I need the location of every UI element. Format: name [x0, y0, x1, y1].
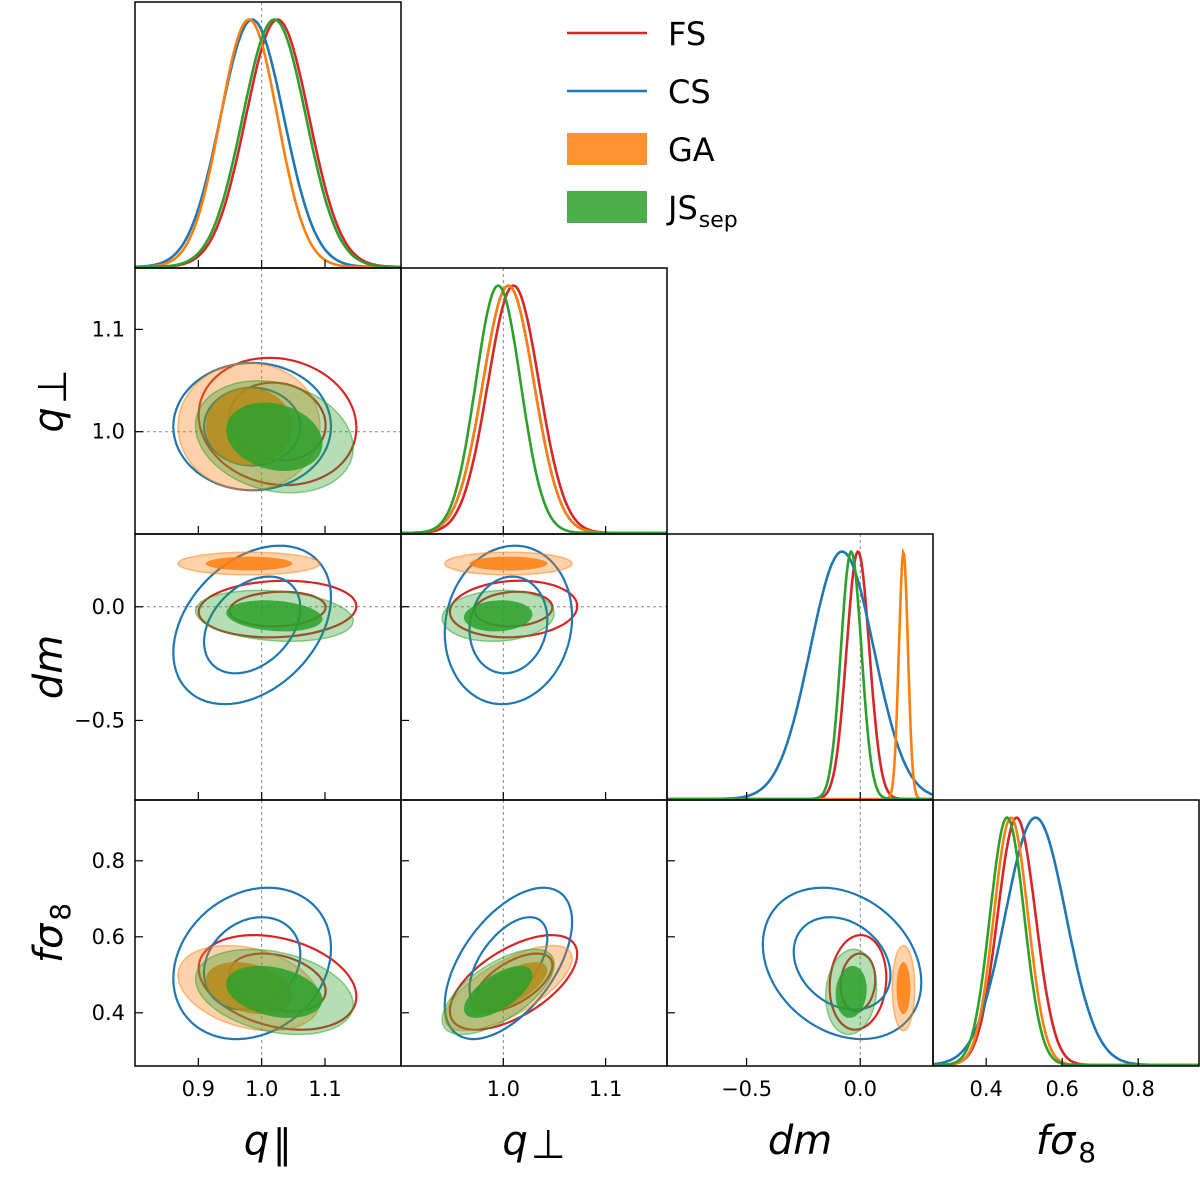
marginal-CS-dm: [667, 550, 933, 800]
x-axis-label-q_perp: q⊥: [502, 1118, 565, 1168]
marginal-panel-dm: [667, 534, 933, 800]
panel-frame: [666, 533, 934, 801]
contour-95-FS: [448, 933, 579, 1031]
marginal-panel-q_perp: [401, 268, 667, 534]
contour-95-CS: [172, 886, 333, 1041]
y-axis-label-fs8: fσ8: [26, 903, 77, 963]
panel-frame: [400, 799, 668, 1067]
contour-95-CS: [172, 544, 333, 706]
contour-68-JSsep: [226, 402, 323, 471]
marginal-JSsep-dm: [667, 549, 933, 800]
contour-68-GA: [205, 556, 293, 571]
contour-68-CS: [468, 575, 549, 675]
contour-panel-fs8-vs-q_par: [172, 800, 358, 1066]
x-tick-label: −0.5: [721, 1077, 772, 1101]
legend-item-FS: FS: [567, 15, 706, 53]
contour-68-GA: [896, 962, 911, 1015]
contour-68-JSsep: [226, 965, 323, 1018]
legend-swatch: [567, 133, 647, 165]
legend-label: JSsep: [666, 189, 738, 233]
contour-panel-fs8-vs-dm: [761, 800, 923, 1066]
x-axis-label-fs8: fσ 8: [1036, 1118, 1096, 1169]
marginal-panel-fs8: [933, 816, 1199, 1066]
x-tick-label: 1.1: [589, 1077, 622, 1101]
contour-95-FS: [828, 933, 888, 1031]
legend: FS CS GA JSsep: [567, 15, 738, 233]
contour-68-CS: [792, 916, 892, 1011]
contour-68-CS: [202, 575, 302, 675]
panel-frame: [932, 799, 1200, 1067]
x-tick-label: 1.0: [487, 1077, 520, 1101]
contour-68-JSsep: [464, 600, 533, 632]
legend-label: CS: [668, 73, 711, 111]
contour-panel-q_perp-vs-q_par: [135, 268, 401, 534]
marginal-JSsep-q_perp: [401, 284, 667, 534]
x-tick-label: 0.4: [969, 1077, 1002, 1101]
legend-item-GA: GA: [567, 131, 715, 169]
contour-panel-fs8-vs-q_perp: [441, 800, 579, 1066]
contour-95-CS: [761, 886, 923, 1041]
contour-95-CS: [172, 361, 333, 492]
marginal-JSsep-q_par: [135, 18, 401, 268]
marginal-GA-dm: [667, 547, 933, 800]
contour-68-JSsep: [464, 965, 533, 1018]
marginal-GA-q_perp: [401, 284, 667, 534]
contour-95-FS: [197, 356, 358, 487]
marginal-panel-q_par: [135, 2, 401, 268]
legend-swatch: [567, 191, 647, 223]
marginal-JSsep-fs8: [933, 816, 1199, 1066]
y-axis-label-dm: dm: [26, 635, 72, 699]
y-tick-label: 0.6: [92, 925, 125, 949]
x-tick-label: 0.8: [1121, 1077, 1154, 1101]
marginal-GA-q_par: [135, 18, 401, 268]
contour-68-JSsep: [226, 600, 323, 632]
marginal-CS-q_par: [135, 18, 401, 268]
marginal-FS-q_par: [135, 18, 401, 268]
x-tick-label: 0.0: [844, 1077, 877, 1101]
y-tick-label: 0.8: [92, 849, 125, 873]
marginal-FS-q_perp: [401, 284, 667, 534]
y-tick-label: 0.0: [92, 595, 125, 619]
contour-95-FS: [197, 579, 358, 639]
panel-frame: [400, 267, 668, 535]
y-tick-label: 1.0: [92, 420, 125, 444]
x-tick-label: 0.6: [1045, 1077, 1078, 1101]
legend-label: GA: [668, 131, 715, 169]
y-tick-label: 1.1: [92, 317, 125, 341]
contour-95-CS: [443, 544, 574, 706]
y-tick-label: −0.5: [74, 708, 125, 732]
contour-68-GA: [469, 556, 548, 571]
legend-item-JSsep: JSsep: [567, 189, 738, 233]
x-axis-label-dm: dm: [768, 1118, 832, 1164]
contour-panel-dm-vs-q_par: [135, 534, 401, 800]
y-tick-label: 0.4: [92, 1001, 125, 1025]
contour-panel-dm-vs-q_perp: [401, 534, 667, 800]
x-tick-label: 0.9: [182, 1077, 215, 1101]
legend-item-CS: CS: [567, 73, 711, 111]
x-tick-label: 1.1: [308, 1077, 341, 1101]
contour-68-JSsep: [835, 965, 867, 1018]
contour-95-CS: [443, 886, 574, 1041]
marginal-FS-dm: [667, 550, 933, 800]
marginal-CS-q_perp: [401, 284, 667, 534]
legend-label: FS: [668, 15, 706, 53]
x-axis-label-q_par: q∥: [244, 1118, 292, 1168]
panel-frame: [134, 1, 402, 269]
y-axis-label-q_perp: q⊥: [26, 369, 76, 432]
x-tick-label: 1.0: [245, 1077, 278, 1101]
